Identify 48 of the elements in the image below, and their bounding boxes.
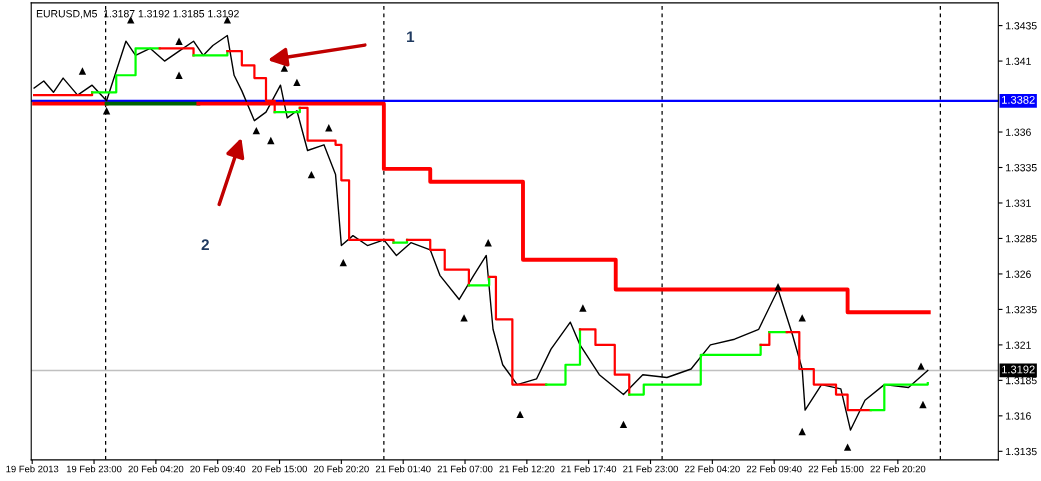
y-tick-label: 1.3185 — [1006, 376, 1037, 385]
x-tick-label: 21 Feb 01:40 — [375, 465, 431, 473]
y-tick-label: 1.3285 — [1006, 234, 1037, 243]
text: EURUSD,M5 1.3187 1.3192 1.3185 1.3192 — [36, 10, 239, 19]
point — [78, 67, 87, 75]
x-tick-label: 22 Feb 20:20 — [870, 465, 926, 473]
point — [798, 427, 806, 436]
x-tick-label: 20 Feb 20:20 — [314, 465, 369, 473]
y-tick-label: 1.326 — [1006, 270, 1031, 278]
y-tick-label: 1.331 — [1006, 199, 1031, 207]
y-tick-label: 1.3135 — [1006, 447, 1037, 456]
y-tick-label: 1.321 — [1006, 341, 1031, 349]
point — [798, 314, 806, 322]
x-tick-label: 22 Feb 04:20 — [684, 465, 740, 473]
point — [252, 126, 261, 135]
y-tick-label: 1.3435 — [1006, 22, 1037, 30]
x-tick-label: 19 Feb 23:00 — [66, 465, 122, 473]
point — [619, 420, 628, 429]
y-tick-label: 1.316 — [1006, 412, 1031, 420]
x-tick-label: 22 Feb 15:00 — [808, 465, 864, 473]
y-tick-label: 1.336 — [1006, 128, 1031, 136]
y-tick-label: 1.341 — [1006, 57, 1031, 65]
x-tick-label: 22 Feb 09:40 — [746, 465, 802, 473]
ref-line-label: 1.3382 — [1002, 95, 1035, 104]
ref-line-label: 1.3192 — [1002, 365, 1035, 374]
x-tick-label: 19 Feb 2013 — [6, 465, 59, 473]
y-tick-label: 1.3335 — [1006, 164, 1037, 172]
x-tick-label: 21 Feb 07:00 — [437, 465, 493, 473]
point — [280, 64, 289, 72]
point — [267, 136, 275, 145]
point — [307, 170, 316, 179]
point — [102, 107, 111, 115]
point — [917, 362, 925, 370]
point — [175, 37, 183, 45]
annotation: 1 — [407, 31, 415, 43]
y-tick-label: 1.3235 — [1006, 305, 1037, 314]
x-tick-label: 21 Feb 17:40 — [561, 465, 617, 473]
x-tick-label: 21 Feb 23:00 — [623, 465, 678, 473]
x-tick-label: 20 Feb 15:00 — [252, 465, 307, 473]
x-tick-label: 20 Feb 09:40 — [190, 465, 246, 473]
x-tick-label: 20 Feb 04:20 — [128, 465, 184, 473]
point — [843, 443, 852, 451]
annotation: 2 — [201, 239, 209, 250]
point — [293, 78, 301, 87]
point — [460, 314, 468, 322]
point — [579, 304, 587, 312]
x-tick-label: 21 Feb 12:20 — [499, 465, 555, 473]
point — [339, 258, 347, 267]
